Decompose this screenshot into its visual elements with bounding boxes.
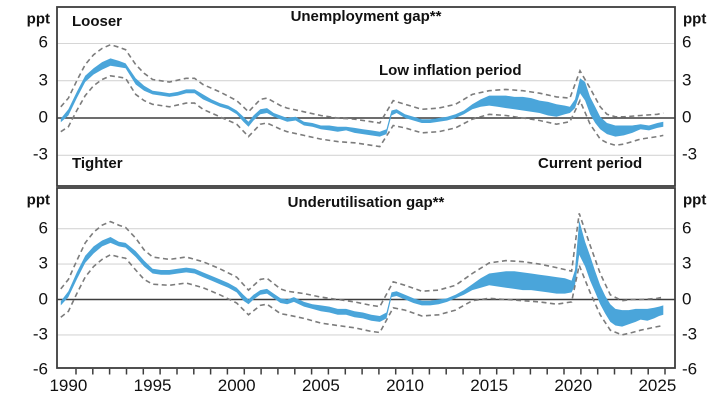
annotation-looser: Looser — [72, 13, 123, 30]
y-tick-label-left: -3 — [32, 324, 48, 344]
y-tick-label-right: 6 — [682, 218, 692, 238]
x-tick-label: 1990 — [49, 376, 88, 395]
y-tick-label-right: 3 — [682, 70, 692, 90]
x-tick-label: 2000 — [217, 376, 256, 395]
y-tick-label-left: 6 — [38, 218, 48, 238]
y-tick-label-left: -3 — [32, 144, 48, 164]
annotation-tighter: Tighter — [72, 155, 123, 172]
y-tick-label-left: 3 — [38, 70, 48, 90]
y-tick-label-left: -6 — [32, 359, 48, 379]
y-tick-label-left: 6 — [38, 33, 48, 53]
panel1-title: Unemployment gap** — [290, 8, 442, 25]
y-tick-label-right: 3 — [682, 253, 692, 273]
x-tick-label: 2010 — [386, 376, 424, 395]
annotation-current-period: Current period — [538, 155, 643, 172]
y-tick-label-right: -3 — [682, 324, 698, 344]
y-tick-label-right: -6 — [682, 359, 698, 379]
y-tick-label-left: 0 — [38, 107, 48, 127]
x-tick-label: 2005 — [301, 376, 340, 395]
y-tick-label-left: 0 — [38, 289, 48, 309]
x-tick-label: 2020 — [554, 376, 593, 395]
y-axis-unit-left: ppt — [26, 10, 50, 28]
y-axis-unit-left: ppt — [26, 191, 50, 209]
y-tick-label-right: -3 — [682, 144, 698, 164]
x-tick-label: 2025 — [638, 376, 677, 395]
x-tick-label: 2015 — [470, 376, 509, 395]
annotation-low-inflation-period: Low inflation period — [379, 62, 522, 79]
x-tick-label: 1995 — [133, 376, 172, 395]
y-tick-label-left: 3 — [38, 253, 48, 273]
y-axis-unit-right: ppt — [683, 191, 707, 209]
y-axis-unit-right: ppt — [683, 10, 707, 28]
panel2-title: Underutilisation gap** — [287, 194, 445, 211]
y-tick-label-right: 6 — [682, 33, 692, 53]
y-tick-label-right: 0 — [682, 289, 692, 309]
y-tick-label-right: 0 — [682, 107, 692, 127]
